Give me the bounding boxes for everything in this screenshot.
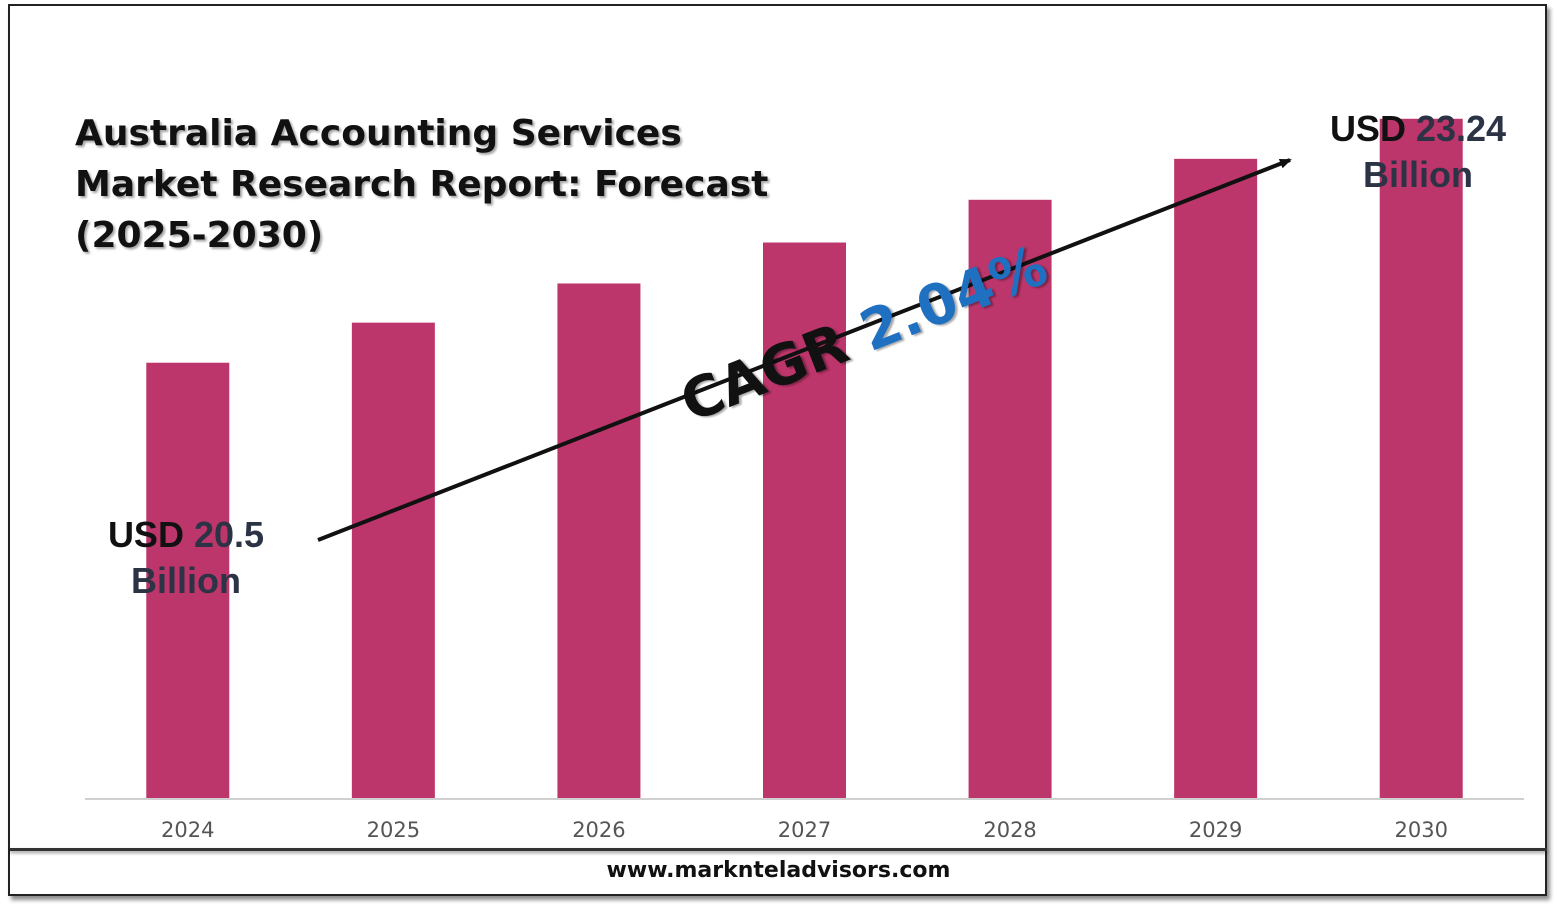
chart-title-line-3: (2025-2030)	[75, 215, 324, 256]
cagr-trend-arrow	[317, 158, 1292, 542]
start-value-prefix: USD	[107, 514, 184, 555]
chart-title-line-1: Australia Accounting Services	[75, 113, 682, 154]
start-value-number: 20.5	[193, 514, 265, 555]
start-value-unit: Billion	[131, 560, 241, 601]
bar-2024	[146, 362, 230, 799]
bar-2026	[557, 283, 641, 799]
footer-url: www.marknteladvisors.com	[606, 858, 951, 883]
x-tick-label-2027: 2027	[778, 818, 831, 842]
end-value-unit: Billion	[1363, 154, 1473, 195]
bar-2029	[1174, 158, 1258, 799]
chart-title: Australia Accounting Services Market Res…	[75, 108, 795, 261]
start-value-callout: USD 20.5 Billion	[95, 512, 277, 604]
end-value-prefix: USD	[1329, 108, 1406, 149]
bar-2027	[763, 242, 846, 799]
x-tick-label-2028: 2028	[983, 818, 1036, 842]
bar-2025	[351, 322, 435, 799]
end-value-callout: USD 23.24 Billion	[1318, 106, 1518, 198]
x-tick-label-2024: 2024	[161, 818, 214, 842]
x-tick-label-2025: 2025	[367, 818, 420, 842]
bar-2028	[968, 199, 1052, 799]
bar-2030	[1379, 118, 1463, 799]
chart-title-line-2: Market Research Report: Forecast	[75, 164, 769, 205]
x-tick-label-2026: 2026	[572, 818, 625, 842]
x-tick-label-2029: 2029	[1189, 818, 1242, 842]
footer-divider	[10, 848, 1547, 851]
end-value-number: 23.24	[1415, 108, 1507, 149]
x-tick-label-2030: 2030	[1394, 818, 1447, 842]
